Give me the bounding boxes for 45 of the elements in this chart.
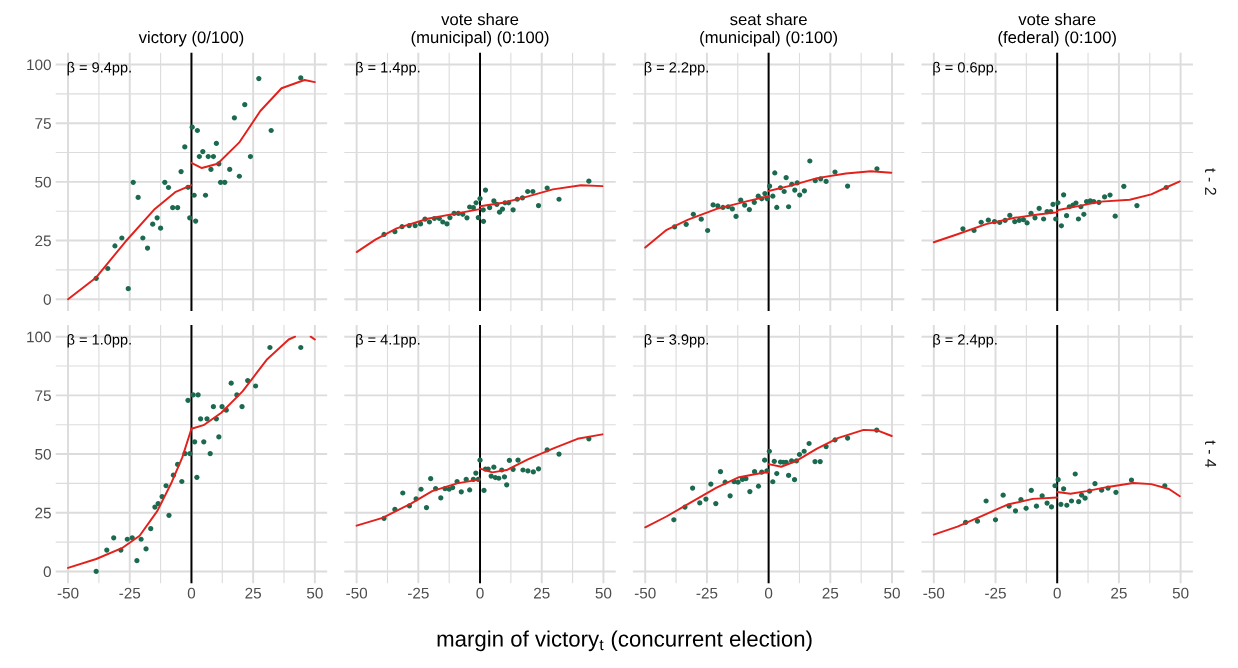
- y-tick-label: 50: [35, 448, 51, 460]
- y-tick-label: 50: [35, 176, 51, 188]
- x-tick-label: 0: [187, 587, 196, 599]
- chart-title: vote share (federal) (0:100): [998, 13, 1116, 47]
- x-tick-label: 0: [476, 587, 484, 599]
- chart-title: seat share (municipal) (0:100): [700, 13, 838, 47]
- x-tick-label: -50: [923, 587, 945, 599]
- x-tick-label: -25: [407, 587, 429, 599]
- x-tick-label: -25: [985, 587, 1006, 599]
- text: t - 2: [1204, 168, 1217, 195]
- annotation: β = 0.6pp.: [933, 61, 997, 76]
- y-tick-label: 0: [43, 294, 51, 305]
- y-tick-label: 0: [43, 566, 51, 578]
- annotation: β = 1.0pp.: [67, 333, 131, 348]
- x-tick-label: 0: [764, 587, 773, 599]
- x-tick-label: 25: [822, 587, 839, 599]
- y-tick-label: 100: [27, 331, 51, 343]
- x-tick-label: 25: [1111, 587, 1127, 599]
- x-tick-label: 50: [595, 587, 612, 599]
- annotation: β = 1.4pp.: [356, 61, 420, 76]
- text: t - 4: [1204, 440, 1217, 468]
- annotation: β = 2.2pp.: [644, 61, 708, 76]
- annotation: β = 4.1pp.: [356, 333, 420, 348]
- x-tick-label: 50: [1172, 587, 1189, 599]
- x-tick-label: -25: [119, 587, 141, 599]
- chart-title: vote share (municipal) (0:100): [411, 13, 549, 47]
- annotation: β = 2.4pp.: [933, 333, 997, 348]
- x-tick-label: 50: [306, 587, 323, 599]
- x-tick-label: 0: [1053, 587, 1061, 599]
- x-tick-label: 50: [884, 587, 900, 599]
- x-axis-title: margin of victory$_{t}$ (concurrent election): [437, 630, 812, 652]
- y-tick-label: 25: [35, 235, 51, 247]
- x-tick-label: 25: [245, 587, 262, 599]
- x-tick-label: 25: [534, 587, 550, 599]
- x-tick-label: -25: [696, 587, 718, 599]
- y-tick-label: 75: [35, 390, 51, 402]
- annotation: β = 3.9pp.: [644, 333, 708, 348]
- y-tick-label: 25: [35, 507, 51, 519]
- x-tick-label: -50: [346, 587, 368, 599]
- x-tick-label: -50: [634, 587, 656, 599]
- x-tick-label: -50: [57, 587, 79, 599]
- y-tick-label: 100: [27, 59, 51, 71]
- chart-title: victory (0/100): [138, 30, 244, 47]
- y-tick-label: 75: [35, 118, 51, 129]
- annotation: β = 9.4pp.: [67, 61, 131, 76]
